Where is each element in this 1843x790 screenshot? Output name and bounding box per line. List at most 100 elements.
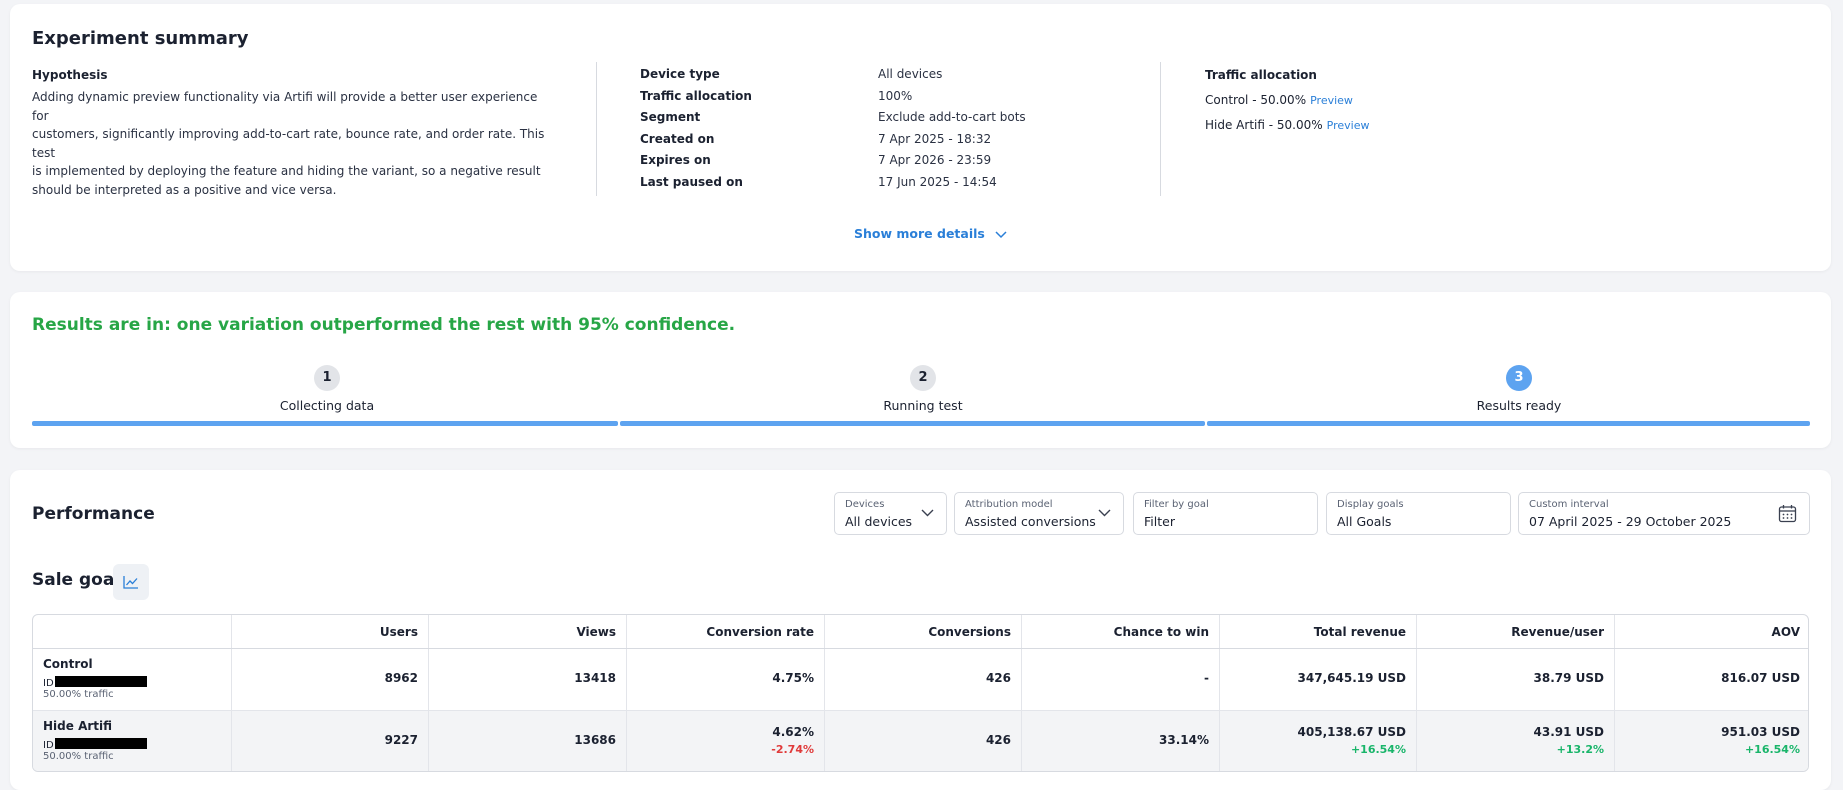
progress-bar-segment bbox=[32, 421, 618, 426]
traffic-row-variant: Hide Artifi - 50.00% Preview bbox=[1205, 118, 1369, 132]
step-running-test: 2 Running test bbox=[628, 365, 1218, 413]
variation-cell: Control ID 50.00% traffic bbox=[33, 649, 231, 710]
table-header-cell: Total revenue bbox=[1219, 615, 1416, 648]
step-number: 2 bbox=[910, 365, 936, 391]
chart-view-button[interactable] bbox=[113, 564, 149, 600]
table-header-cell: Views bbox=[428, 615, 626, 648]
table-header-cell: AOV bbox=[1614, 615, 1808, 648]
variation-cell: Hide Artifi ID 50.00% traffic bbox=[33, 711, 231, 771]
meta-value: 7 Apr 2025 - 18:32 bbox=[878, 131, 992, 146]
aov-cell: 816.07 USD bbox=[1614, 649, 1808, 710]
revenue-per-user-cell: 43.91 USD +13.2% bbox=[1416, 711, 1614, 771]
step-collecting-data: 1 Collecting data bbox=[32, 365, 622, 413]
aov-value: 816.07 USD bbox=[1721, 671, 1800, 685]
id-prefix: ID bbox=[43, 740, 54, 751]
table-row: Hide Artifi ID 50.00% traffic 9227 13686… bbox=[33, 711, 1808, 771]
hypothesis-line: Adding dynamic preview functionality via… bbox=[32, 90, 538, 123]
total-revenue-delta: +16.54% bbox=[1350, 743, 1406, 756]
filter-label: Display goals bbox=[1337, 499, 1404, 510]
filter-label: Custom interval bbox=[1529, 499, 1609, 510]
chance-to-win-cell: - bbox=[1021, 649, 1219, 710]
filter-label: Filter by goal bbox=[1144, 499, 1209, 510]
hypothesis-line: customers, significantly improving add-t… bbox=[32, 127, 545, 160]
meta-key: Expires on bbox=[640, 153, 711, 167]
filter-value: All devices bbox=[845, 514, 913, 529]
table-header-cell: Conversions bbox=[824, 615, 1021, 648]
filter-by-goal-input[interactable]: Filter by goal Filter bbox=[1133, 492, 1318, 535]
variation-traffic: 50.00% traffic bbox=[43, 689, 114, 700]
conversion-rate-value: 4.62% bbox=[772, 725, 814, 739]
aov-delta: +16.54% bbox=[1744, 743, 1800, 756]
filter-value: 07 April 2025 - 29 October 2025 bbox=[1529, 514, 1732, 529]
meta-key: Traffic allocation bbox=[640, 88, 752, 103]
redacted-id bbox=[54, 738, 147, 749]
display-goals-select[interactable]: Display goals All Goals bbox=[1326, 492, 1511, 535]
variation-id: ID bbox=[43, 738, 147, 751]
id-prefix: ID bbox=[43, 678, 54, 689]
chance-to-win-value: - bbox=[1204, 671, 1209, 685]
performance-title: Performance bbox=[32, 504, 155, 524]
meta-key: Device type bbox=[640, 67, 720, 81]
hypothesis-line: should be interpreted as a positive and … bbox=[32, 182, 337, 197]
meta-value: Exclude add-to-cart bots bbox=[878, 110, 1026, 124]
revenue-per-user-cell: 38.79 USD bbox=[1416, 649, 1614, 710]
chevron-down-icon bbox=[921, 509, 934, 517]
goal-title: Sale goal bbox=[32, 570, 121, 590]
filter-value: Filter bbox=[1144, 514, 1175, 529]
conversions-value: 426 bbox=[985, 671, 1011, 685]
hypothesis-heading: Hypothesis bbox=[32, 68, 108, 82]
step-number: 1 bbox=[314, 365, 340, 391]
total-revenue-cell: 405,138.67 USD +16.54% bbox=[1219, 711, 1416, 771]
step-label: Collecting data bbox=[279, 398, 375, 413]
chevron-down-icon bbox=[1098, 509, 1111, 517]
variation-id: ID bbox=[43, 676, 147, 689]
preview-link[interactable]: Preview bbox=[1310, 94, 1353, 107]
redacted-id bbox=[54, 676, 147, 687]
conversions-cell: 426 bbox=[824, 711, 1021, 771]
calendar-icon bbox=[1778, 505, 1797, 523]
line-chart-icon bbox=[123, 576, 138, 589]
variation-name: Hide Artifi bbox=[43, 719, 113, 733]
total-revenue-value: 347,645.19 USD bbox=[1297, 671, 1406, 685]
goal-results-table: Users Views Conversion rate Conversions … bbox=[32, 614, 1809, 772]
hypothesis-text: Adding dynamic preview functionality via… bbox=[32, 88, 552, 199]
revenue-per-user-value: 43.91 USD bbox=[1533, 725, 1604, 739]
chance-to-win-value: 33.14% bbox=[1159, 733, 1209, 747]
chance-to-win-cell: 33.14% bbox=[1021, 711, 1219, 771]
traffic-label: Hide Artifi - 50.00% bbox=[1205, 118, 1323, 132]
attribution-model-dropdown[interactable]: Attribution model Assisted conversions bbox=[954, 492, 1124, 535]
meta-value: 100% bbox=[878, 88, 913, 103]
progress-bar-segment bbox=[1207, 421, 1810, 426]
variation-name: Control bbox=[43, 657, 93, 671]
meta-value: 17 Jun 2025 - 14:54 bbox=[878, 174, 997, 189]
divider bbox=[1160, 62, 1161, 196]
traffic-allocation: Traffic allocation Control - 50.00% Previ… bbox=[1205, 68, 1369, 132]
step-label: Results ready bbox=[1476, 398, 1562, 413]
show-more-details-button[interactable]: Show more details bbox=[854, 226, 1007, 241]
views-cell: 13418 bbox=[428, 649, 626, 710]
step-label: Running test bbox=[883, 398, 963, 413]
users-value: 8962 bbox=[384, 671, 418, 685]
table-row: Control ID 50.00% traffic 8962 13418 4.7… bbox=[33, 649, 1808, 711]
aov-value: 951.03 USD bbox=[1721, 725, 1800, 739]
show-more-label: Show more details bbox=[854, 226, 985, 241]
custom-interval-picker[interactable]: Custom interval 07 April 2025 - 29 Octob… bbox=[1518, 492, 1810, 535]
preview-link[interactable]: Preview bbox=[1326, 119, 1370, 132]
step-number: 3 bbox=[1506, 365, 1532, 391]
conversion-rate-delta: -2.74% bbox=[771, 743, 814, 756]
devices-dropdown[interactable]: Devices All devices bbox=[834, 492, 947, 535]
conversion-rate-cell: 4.62% -2.74% bbox=[626, 711, 824, 771]
traffic-heading: Traffic allocation bbox=[1205, 68, 1317, 82]
meta-value: All devices bbox=[878, 67, 943, 81]
conversion-rate-cell: 4.75% bbox=[626, 649, 824, 710]
progress-bar-segment bbox=[620, 421, 1205, 426]
filter-label: Devices bbox=[845, 499, 885, 510]
table-header-cell: Chance to win bbox=[1021, 615, 1219, 648]
divider bbox=[596, 62, 597, 196]
views-cell: 13686 bbox=[428, 711, 626, 771]
chevron-down-icon bbox=[995, 230, 1007, 238]
meta-key: Created on bbox=[640, 131, 715, 146]
total-revenue-cell: 347,645.19 USD bbox=[1219, 649, 1416, 710]
meta-value: 7 Apr 2026 - 23:59 bbox=[878, 153, 992, 167]
filter-value: Assisted conversions bbox=[965, 514, 1096, 529]
